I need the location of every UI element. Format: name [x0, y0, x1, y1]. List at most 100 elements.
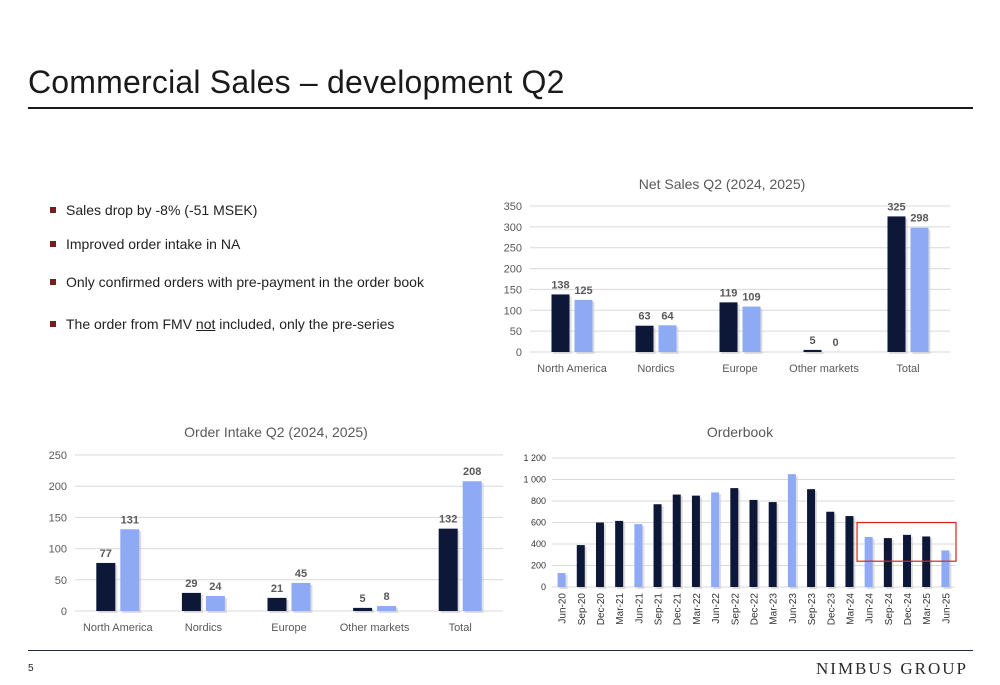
x-tick-label: Mar-22 [692, 593, 703, 625]
chart-title: Orderbook [707, 424, 774, 440]
bar [941, 550, 950, 587]
data-label: 5 [809, 335, 815, 347]
data-label: 29 [185, 578, 197, 590]
y-tick-label: 100 [49, 544, 67, 556]
data-label: 208 [463, 466, 481, 478]
bar [672, 494, 681, 587]
square-bullet-icon [50, 279, 56, 285]
chart-title: Net Sales Q2 (2024, 2025) [639, 176, 806, 192]
bullet-item: The order from FMV not included, only th… [50, 314, 490, 334]
bar [768, 502, 777, 587]
x-tick-label: Jun-21 [634, 593, 645, 624]
bullet-list: Sales drop by -8% (-51 MSEK) Improved or… [50, 200, 490, 334]
bar [658, 325, 677, 352]
y-tick-label: 50 [510, 326, 522, 338]
y-tick-label: 200 [531, 561, 546, 571]
bar [864, 537, 873, 587]
x-tick-label: Total [449, 622, 472, 634]
bar [574, 299, 593, 352]
bar [291, 582, 311, 611]
x-tick-label: Sep-24 [884, 593, 895, 626]
bullet-text: Improved order intake in NA [66, 236, 241, 252]
y-tick-label: 250 [49, 450, 67, 462]
footer-divider [28, 650, 973, 651]
bar [96, 562, 116, 611]
bullet-text-before: The order from FMV [66, 316, 196, 332]
data-label: 77 [100, 548, 112, 560]
data-label: 21 [271, 583, 283, 595]
bullet-text: Sales drop by -8% (-51 MSEK) [66, 202, 258, 218]
slide-title: Commercial Sales – development Q2 [28, 64, 565, 100]
net-sales-chart: Net Sales Q2 (2024, 2025)050100150200250… [504, 176, 950, 375]
data-label: 45 [295, 568, 307, 580]
x-tick-label: Jun-23 [788, 593, 799, 624]
bullet-text: Only confirmed orders with pre-payment i… [66, 274, 424, 290]
bar [635, 325, 654, 352]
data-label: 132 [439, 514, 457, 526]
bar [576, 545, 585, 587]
square-bullet-icon [50, 241, 56, 247]
y-tick-label: 250 [504, 243, 522, 255]
x-tick-label: Sep-22 [730, 593, 741, 626]
bar [205, 596, 225, 611]
data-label: 131 [121, 514, 139, 526]
bar [691, 495, 700, 587]
bar [787, 474, 796, 587]
y-tick-label: 100 [504, 305, 522, 317]
bar [634, 524, 643, 587]
x-tick-label: Sep-21 [654, 593, 665, 626]
data-label: 298 [910, 213, 928, 225]
bullet-item: Sales drop by -8% (-51 MSEK) [50, 200, 490, 220]
y-tick-label: 0 [61, 606, 67, 618]
bar [742, 306, 761, 352]
y-tick-label: 150 [504, 284, 522, 296]
x-tick-label: Dec-21 [673, 593, 684, 626]
y-tick-label: 600 [531, 518, 546, 528]
y-tick-label: 200 [504, 264, 522, 276]
company-logo: NIMBUS GROUP [816, 659, 968, 678]
y-tick-label: 0 [516, 347, 522, 359]
data-label: 125 [574, 285, 592, 297]
square-bullet-icon [50, 207, 56, 213]
x-tick-label: Other markets [789, 363, 859, 375]
order-intake-chart: Order Intake Q2 (2024, 2025) 0 50 100 150 200… [49, 424, 503, 634]
x-tick-label: Jun-22 [711, 593, 722, 624]
data-label: 325 [887, 201, 905, 213]
bar [845, 516, 854, 587]
bullet-item: Improved order intake in NA [50, 234, 490, 254]
bar [557, 573, 566, 587]
bar [462, 481, 482, 611]
bar [181, 592, 201, 611]
data-label: 0 [832, 337, 838, 349]
bar [910, 227, 929, 352]
y-tick-label: 50 [55, 575, 67, 587]
x-tick-label: Mar-24 [845, 593, 856, 625]
x-tick-label: Jun-25 [941, 593, 952, 624]
x-tick-label: North America [537, 363, 608, 375]
chart-title: Order Intake Q2 (2024, 2025) [184, 424, 368, 440]
x-tick-label: Nordics [185, 622, 223, 634]
y-tick-label: 350 [504, 201, 522, 213]
highlight-box [856, 521, 957, 562]
bar [377, 606, 397, 611]
bullet-item: Only confirmed orders with pre-payment i… [50, 272, 490, 292]
x-tick-label: Total [896, 363, 919, 375]
square-bullet-icon [50, 321, 56, 327]
bar [653, 504, 662, 587]
x-tick-label: Dec-24 [903, 593, 914, 626]
page-number: 5 [28, 663, 34, 674]
title-divider [28, 107, 973, 109]
y-tick-label: 300 [504, 222, 522, 234]
data-label: 5 [360, 593, 366, 605]
bar [826, 511, 835, 587]
x-tick-label: Dec-23 [826, 593, 837, 626]
x-tick-label: Nordics [637, 363, 675, 375]
bar [120, 529, 140, 611]
bar [807, 489, 816, 587]
x-tick-label: Europe [271, 622, 306, 634]
x-tick-label: Mar-21 [615, 593, 626, 625]
bar [267, 597, 287, 611]
bar [595, 522, 604, 587]
data-label: 138 [551, 279, 569, 291]
data-label: 109 [742, 292, 760, 304]
